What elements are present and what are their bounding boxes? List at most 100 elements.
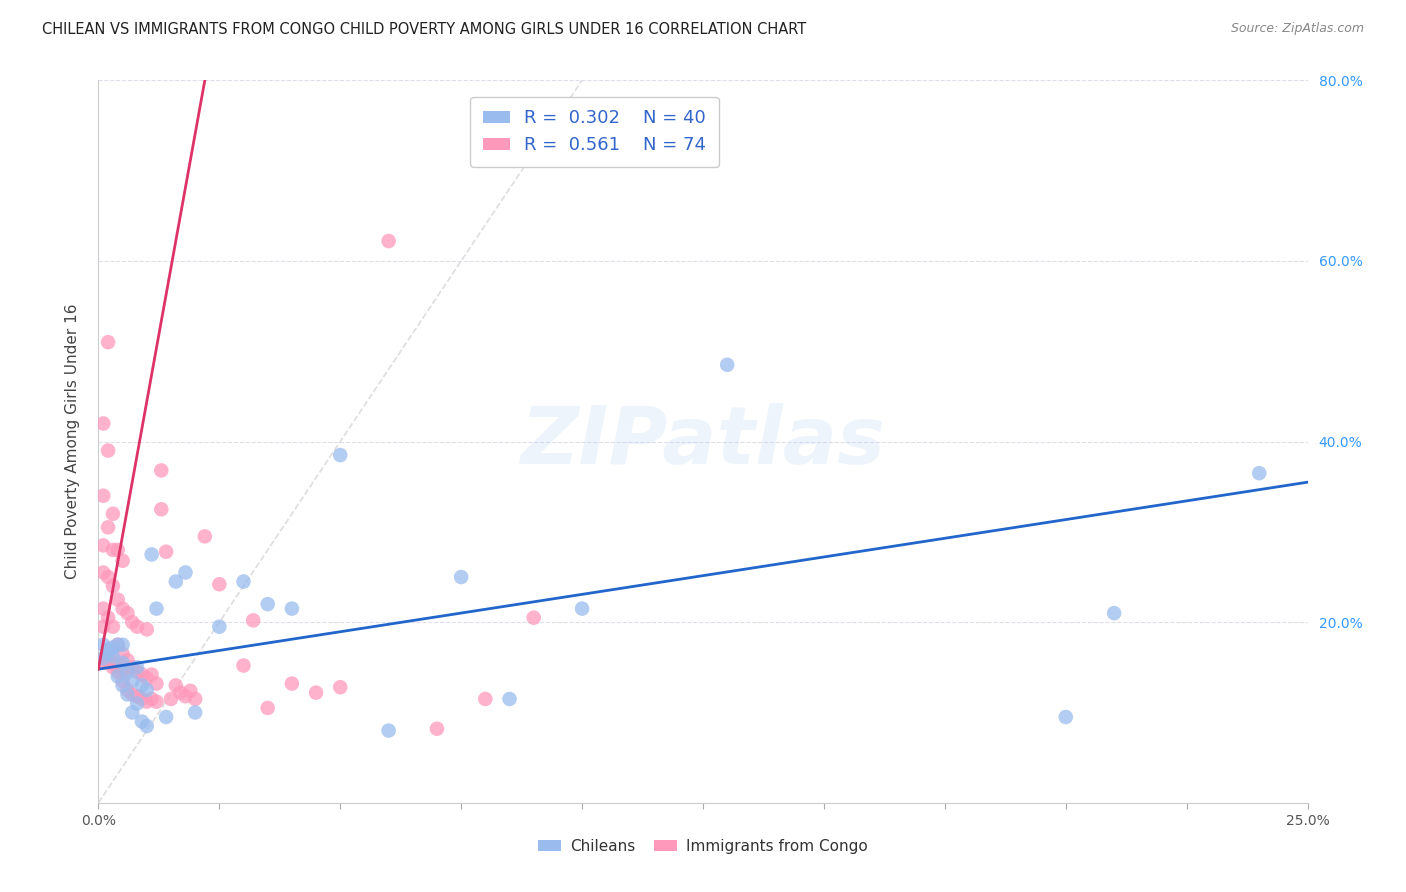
Point xyxy=(121,687,143,701)
Point xyxy=(135,623,157,637)
Point xyxy=(97,570,120,584)
Point xyxy=(111,601,134,615)
Point xyxy=(141,692,163,706)
Point xyxy=(111,638,134,652)
Point xyxy=(101,660,124,674)
Point xyxy=(117,606,139,620)
Point xyxy=(111,647,134,661)
Point xyxy=(174,690,197,704)
Point xyxy=(474,692,496,706)
Point xyxy=(91,656,114,670)
Point xyxy=(135,671,157,685)
Point xyxy=(101,507,124,521)
Point xyxy=(329,680,352,694)
Point xyxy=(97,335,120,350)
Point xyxy=(256,701,278,715)
Point xyxy=(450,570,472,584)
Y-axis label: Child Poverty Among Girls Under 16: Child Poverty Among Girls Under 16 xyxy=(65,304,80,579)
Point xyxy=(91,601,114,615)
Point xyxy=(107,660,129,674)
Point xyxy=(121,660,143,674)
Point xyxy=(127,690,149,704)
Point xyxy=(121,706,143,720)
Point xyxy=(169,685,191,699)
Point xyxy=(131,678,153,692)
Point xyxy=(155,545,177,559)
Point xyxy=(117,682,139,697)
Point xyxy=(281,676,304,690)
Point xyxy=(1102,606,1125,620)
Point xyxy=(107,665,129,679)
Point xyxy=(184,692,207,706)
Point xyxy=(101,579,124,593)
Point xyxy=(242,613,264,627)
Point xyxy=(91,566,114,580)
Point xyxy=(305,685,328,699)
Point xyxy=(256,597,278,611)
Point xyxy=(111,656,134,670)
Point xyxy=(107,638,129,652)
Point xyxy=(135,695,157,709)
Text: Source: ZipAtlas.com: Source: ZipAtlas.com xyxy=(1230,22,1364,36)
Point xyxy=(111,554,134,568)
Point xyxy=(97,651,120,665)
Point xyxy=(107,669,129,683)
Point xyxy=(127,697,149,711)
Point xyxy=(377,234,399,248)
Point xyxy=(91,638,114,652)
Point xyxy=(127,620,149,634)
Point xyxy=(165,678,187,692)
Point xyxy=(101,649,124,664)
Point xyxy=(716,358,738,372)
Point xyxy=(107,592,129,607)
Point xyxy=(179,683,201,698)
Point xyxy=(232,574,254,589)
Point xyxy=(145,676,167,690)
Point xyxy=(208,620,231,634)
Point xyxy=(107,660,129,674)
Point xyxy=(101,656,124,670)
Point xyxy=(111,662,134,676)
Point xyxy=(111,673,134,688)
Point xyxy=(571,601,593,615)
Point xyxy=(121,615,143,630)
Point xyxy=(329,448,352,462)
Point xyxy=(174,566,197,580)
Point xyxy=(135,682,157,697)
Point xyxy=(91,651,114,665)
Point xyxy=(117,653,139,667)
Point xyxy=(111,678,134,692)
Point xyxy=(91,651,114,665)
Point xyxy=(145,695,167,709)
Point xyxy=(117,665,139,679)
Point xyxy=(184,706,207,720)
Point xyxy=(194,529,217,543)
Point xyxy=(127,665,149,679)
Point xyxy=(101,656,124,670)
Point xyxy=(117,662,139,676)
Point xyxy=(165,574,187,589)
Legend: R =  0.302    N = 40, R =  0.561    N = 74: R = 0.302 N = 40, R = 0.561 N = 74 xyxy=(470,96,718,167)
Point xyxy=(1249,466,1271,480)
Point xyxy=(160,692,183,706)
Point xyxy=(107,542,129,557)
Point xyxy=(91,417,114,431)
Point xyxy=(91,489,114,503)
Text: ZIPatlas: ZIPatlas xyxy=(520,402,886,481)
Text: CHILEAN VS IMMIGRANTS FROM CONGO CHILD POVERTY AMONG GIRLS UNDER 16 CORRELATION : CHILEAN VS IMMIGRANTS FROM CONGO CHILD P… xyxy=(42,22,807,37)
Point xyxy=(377,723,399,738)
Point xyxy=(117,687,139,701)
Point xyxy=(97,610,120,624)
Point xyxy=(101,542,124,557)
Point xyxy=(97,656,120,670)
Point xyxy=(1054,710,1077,724)
Point xyxy=(97,642,120,657)
Point xyxy=(97,647,120,661)
Point xyxy=(145,601,167,615)
Point xyxy=(135,719,157,733)
Point xyxy=(127,660,149,674)
Point xyxy=(141,667,163,681)
Point xyxy=(97,651,120,665)
Point xyxy=(101,640,124,655)
Point xyxy=(155,710,177,724)
